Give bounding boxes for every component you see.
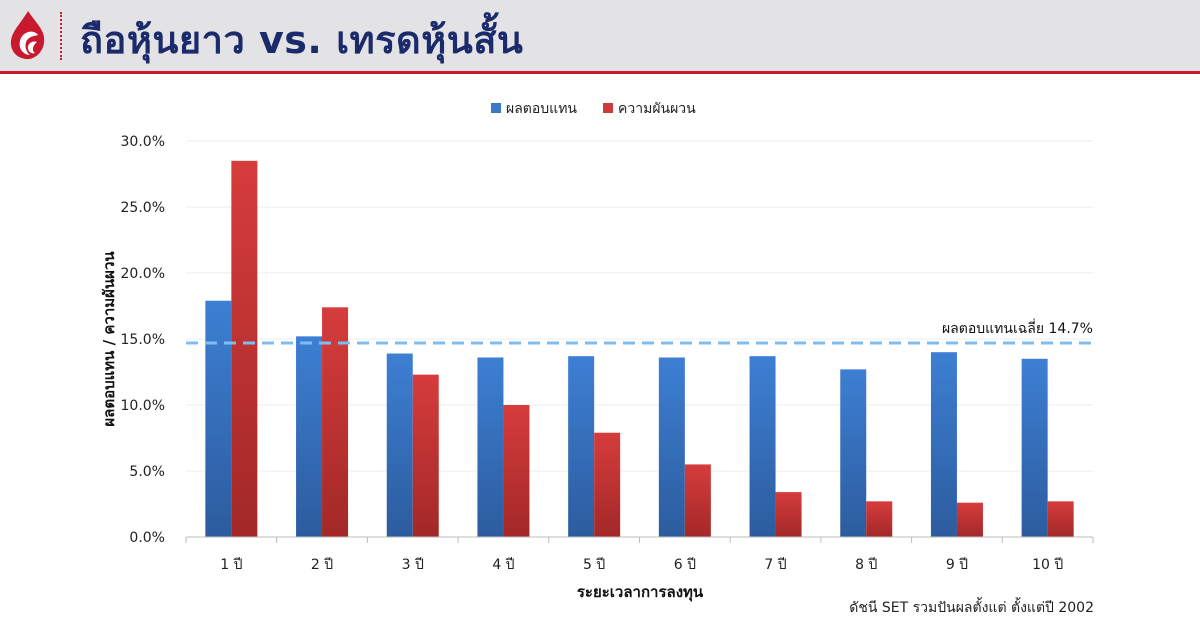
header-bar: ถือหุ้นยาว vs. เทรดหุ้นสั้น <box>0 0 1200 71</box>
x-tick-label: 10 ปี <box>1032 557 1063 573</box>
return-bar <box>386 353 413 537</box>
return-bar <box>1021 358 1048 537</box>
legend-label-volatility: ความผันผวน <box>618 101 696 117</box>
header-divider <box>60 12 62 60</box>
y-tick-label: 5.0% <box>129 464 165 480</box>
volatility-bar <box>866 501 893 537</box>
legend-swatch-return <box>491 103 501 113</box>
average-return-label: ผลตอบแทนเฉลี่ย 14.7% <box>942 319 1093 337</box>
return-bar <box>930 352 957 537</box>
y-tick-label: 10.0% <box>121 398 165 414</box>
return-bar <box>205 300 232 537</box>
x-tick-label: 5 ปี <box>583 557 605 573</box>
page-title: ถือหุ้นยาว vs. เทรดหุ้นสั้น <box>80 18 524 62</box>
x-tick-label: 2 ปี <box>311 557 333 573</box>
x-tick-label: 8 ปี <box>855 557 877 573</box>
y-tick-label: 15.0% <box>121 332 165 348</box>
volatility-bar <box>1047 501 1074 537</box>
volatility-bar <box>322 307 349 537</box>
return-bar <box>658 357 685 537</box>
volatility-bar <box>956 502 983 537</box>
x-tick-label: 7 ปี <box>764 557 786 573</box>
volatility-bar <box>684 464 711 537</box>
footnote: ดัชนี SET รวมปันผลตั้งแต่ ตั้งแต่ปี 2002 <box>849 600 1094 616</box>
return-bar <box>749 356 776 537</box>
volatility-bar <box>231 160 258 538</box>
x-tick-label: 9 ปี <box>946 557 968 573</box>
return-bar <box>568 356 595 537</box>
header-accent-line <box>0 71 1200 74</box>
x-axis-title: ระยะเวลาการลงทุน <box>577 583 704 602</box>
return-bar <box>477 357 504 537</box>
flame-logo-icon <box>10 11 45 60</box>
y-tick-label: 0.0% <box>129 530 165 546</box>
volatility-bar <box>503 405 530 537</box>
y-tick-label: 30.0% <box>121 134 165 150</box>
x-tick-label: 4 ปี <box>492 557 514 573</box>
y-tick-label: 25.0% <box>121 200 165 216</box>
volatility-bar <box>594 432 621 537</box>
x-tick-label: 1 ปี <box>220 557 242 573</box>
volatility-bar <box>775 492 802 537</box>
return-bar <box>296 336 323 537</box>
y-tick-label: 20.0% <box>121 266 165 282</box>
volatility-bar <box>412 374 439 537</box>
legend-label-return: ผลตอบแทน <box>506 101 577 117</box>
y-axis-title: ผลตอบแทน / ความผันผวน <box>100 251 118 427</box>
x-tick-label: 3 ปี <box>402 557 424 573</box>
return-bar <box>840 369 867 537</box>
x-tick-label: 6 ปี <box>674 557 696 573</box>
legend-swatch-volatility <box>603 103 613 113</box>
